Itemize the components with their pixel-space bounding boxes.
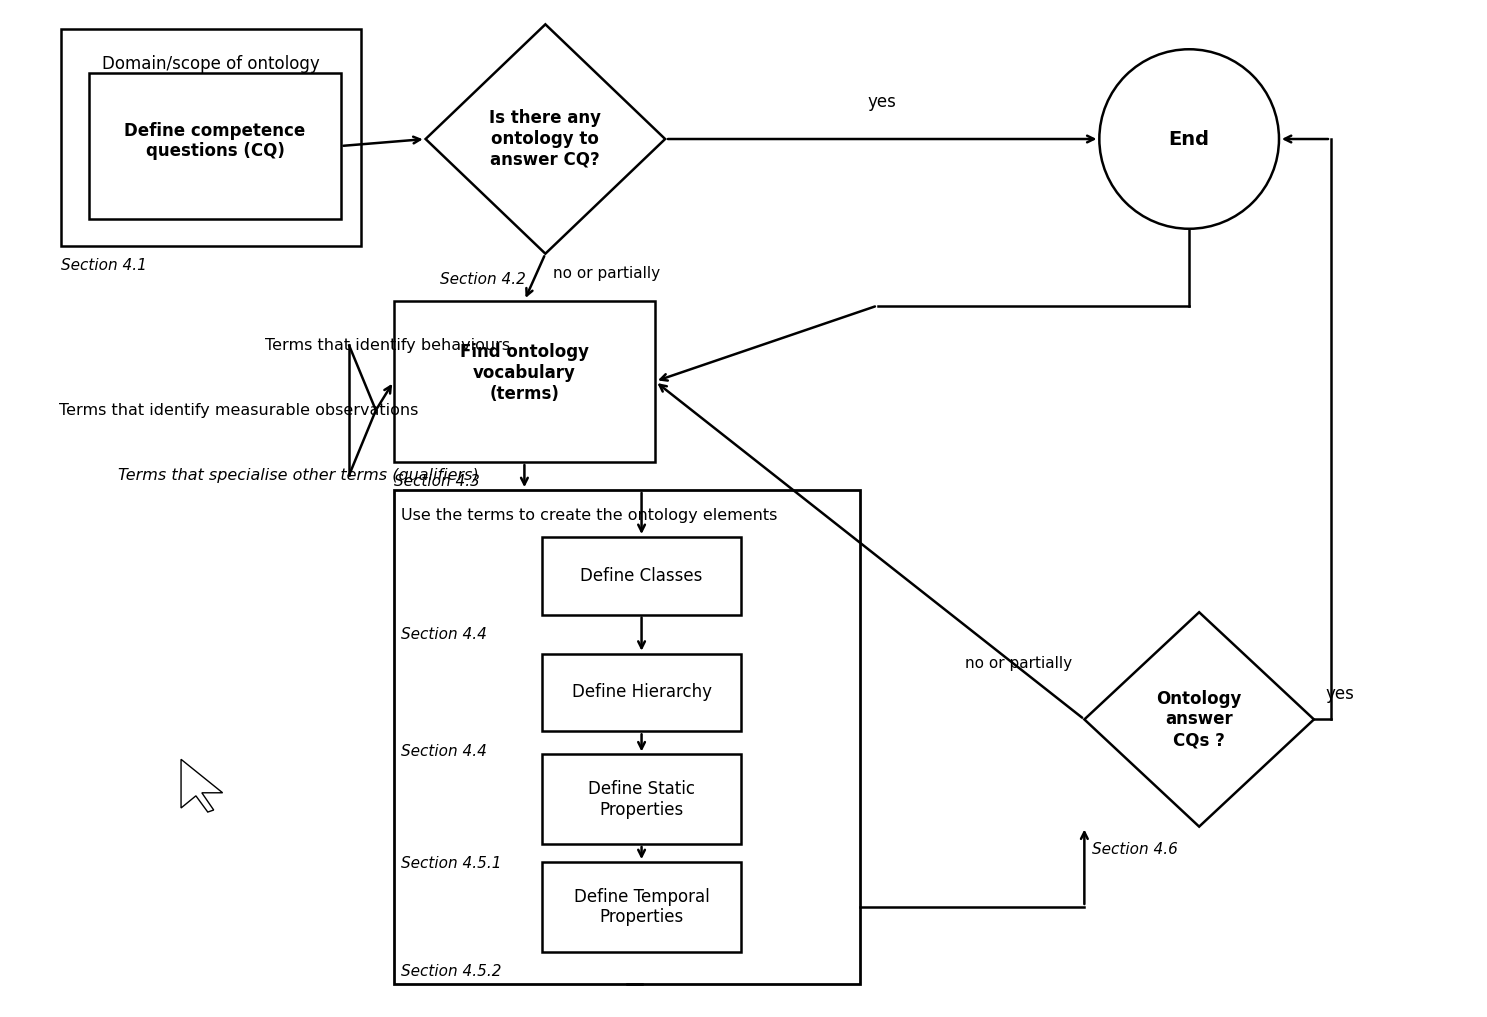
- Text: yes: yes: [1326, 685, 1355, 703]
- Text: Section 4.4: Section 4.4: [401, 743, 486, 759]
- Bar: [394, 490, 859, 983]
- Polygon shape: [1084, 612, 1315, 827]
- Polygon shape: [181, 760, 223, 812]
- Text: Find ontology
vocabulary
(terms): Find ontology vocabulary (terms): [459, 344, 589, 403]
- Text: no or partially: no or partially: [965, 656, 1072, 671]
- Text: Terms that identify measurable observations: Terms that identify measurable observati…: [59, 403, 418, 418]
- Text: Domain/scope of ontology: Domain/scope of ontology: [103, 55, 320, 72]
- Text: Ontology
answer
CQs ?: Ontology answer CQs ?: [1157, 690, 1242, 750]
- Text: Define Temporal
Properties: Define Temporal Properties: [574, 888, 709, 926]
- Text: Define competence
questions (CQ): Define competence questions (CQ): [125, 121, 306, 161]
- Bar: [89, 73, 341, 219]
- Bar: [541, 654, 742, 731]
- Text: Use the terms to create the ontology elements: Use the terms to create the ontology ele…: [401, 508, 778, 524]
- Text: Section 4.1: Section 4.1: [61, 258, 147, 273]
- Text: Terms that identify behaviours: Terms that identify behaviours: [265, 338, 510, 353]
- Text: Define Classes: Define Classes: [580, 566, 703, 585]
- Text: Section 4.3: Section 4.3: [394, 474, 479, 489]
- Text: Is there any
ontology to
answer CQ?: Is there any ontology to answer CQ?: [489, 109, 601, 169]
- Bar: [394, 301, 656, 462]
- Text: Section 4.2: Section 4.2: [440, 272, 526, 287]
- Bar: [541, 537, 742, 614]
- Polygon shape: [425, 24, 665, 253]
- Ellipse shape: [1099, 49, 1279, 229]
- Text: Section 4.5.2: Section 4.5.2: [401, 964, 501, 979]
- Bar: [61, 29, 361, 246]
- Text: Section 4.6: Section 4.6: [1091, 842, 1178, 857]
- Bar: [541, 862, 742, 952]
- Text: Define Static
Properties: Define Static Properties: [587, 780, 694, 819]
- Text: no or partially: no or partially: [553, 265, 660, 281]
- Text: Define Hierarchy: Define Hierarchy: [571, 683, 712, 702]
- Text: yes: yes: [868, 93, 897, 111]
- Text: Section 4.5.1: Section 4.5.1: [401, 856, 501, 872]
- Text: Section 4.4: Section 4.4: [401, 626, 486, 642]
- Text: End: End: [1169, 129, 1209, 148]
- Text: Terms that specialise other terms (qualifiers): Terms that specialise other terms (quali…: [117, 468, 479, 483]
- Bar: [541, 755, 742, 844]
